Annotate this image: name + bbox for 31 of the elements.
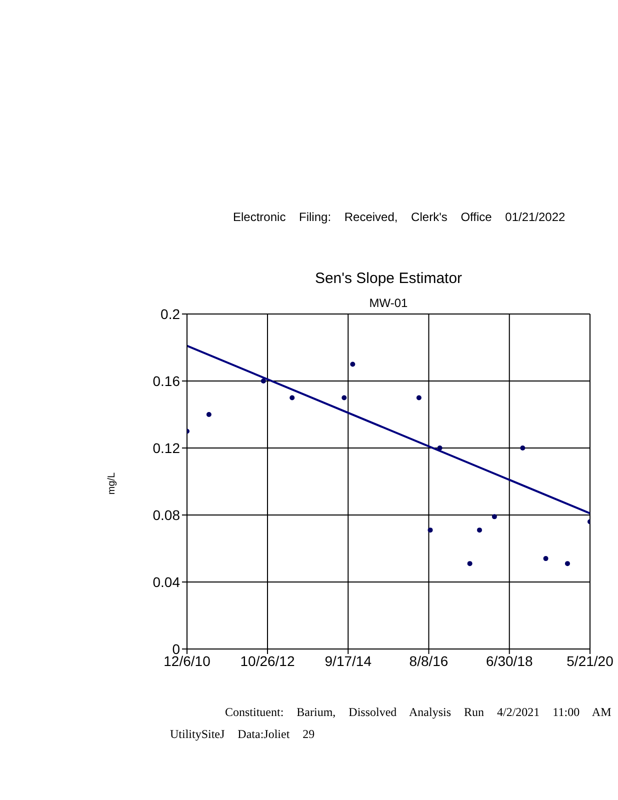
y-tick-label: 0 — [172, 640, 180, 657]
point — [428, 528, 433, 533]
point — [342, 395, 347, 400]
point — [477, 528, 482, 533]
point — [467, 561, 472, 566]
chart-subtitle: MW-01 — [368, 296, 409, 310]
chart-title: Sen's Slope Estimator — [314, 270, 464, 287]
point — [350, 362, 356, 367]
text: Constituent: Barium, Dissolved Analysis Run 4/2/2021 11:00 AM — [225, 705, 612, 720]
text: Electronic Filing: Received, Clerk's Office 01/21/2022 — [233, 210, 566, 224]
text: UtilitySiteJ Data:Joliet 29 — [170, 727, 315, 742]
y-tick-label: 0.08 — [152, 506, 180, 523]
x-tick-label: 9/17/14 — [324, 652, 372, 669]
y-axis-title: mg/L — [106, 471, 118, 497]
point — [206, 412, 212, 417]
point — [543, 556, 548, 562]
x-tick-label: 10/26/12 — [240, 652, 295, 669]
point — [290, 395, 295, 400]
y-tick-label: 0.16 — [152, 372, 180, 389]
point — [260, 378, 266, 384]
point — [437, 446, 442, 450]
y-tick-label: 0.2 — [160, 306, 180, 322]
y-tick-label: 0.04 — [152, 574, 180, 590]
point — [520, 446, 526, 450]
point — [416, 395, 422, 400]
x-tick-label: 6/30/18 — [486, 652, 533, 669]
x-tick-label: 5/21/20 — [566, 652, 614, 669]
point — [564, 561, 570, 566]
point — [492, 514, 497, 520]
x-tick-label: 8/8/16 — [409, 652, 448, 669]
y-tick-label: 0.12 — [152, 440, 180, 456]
